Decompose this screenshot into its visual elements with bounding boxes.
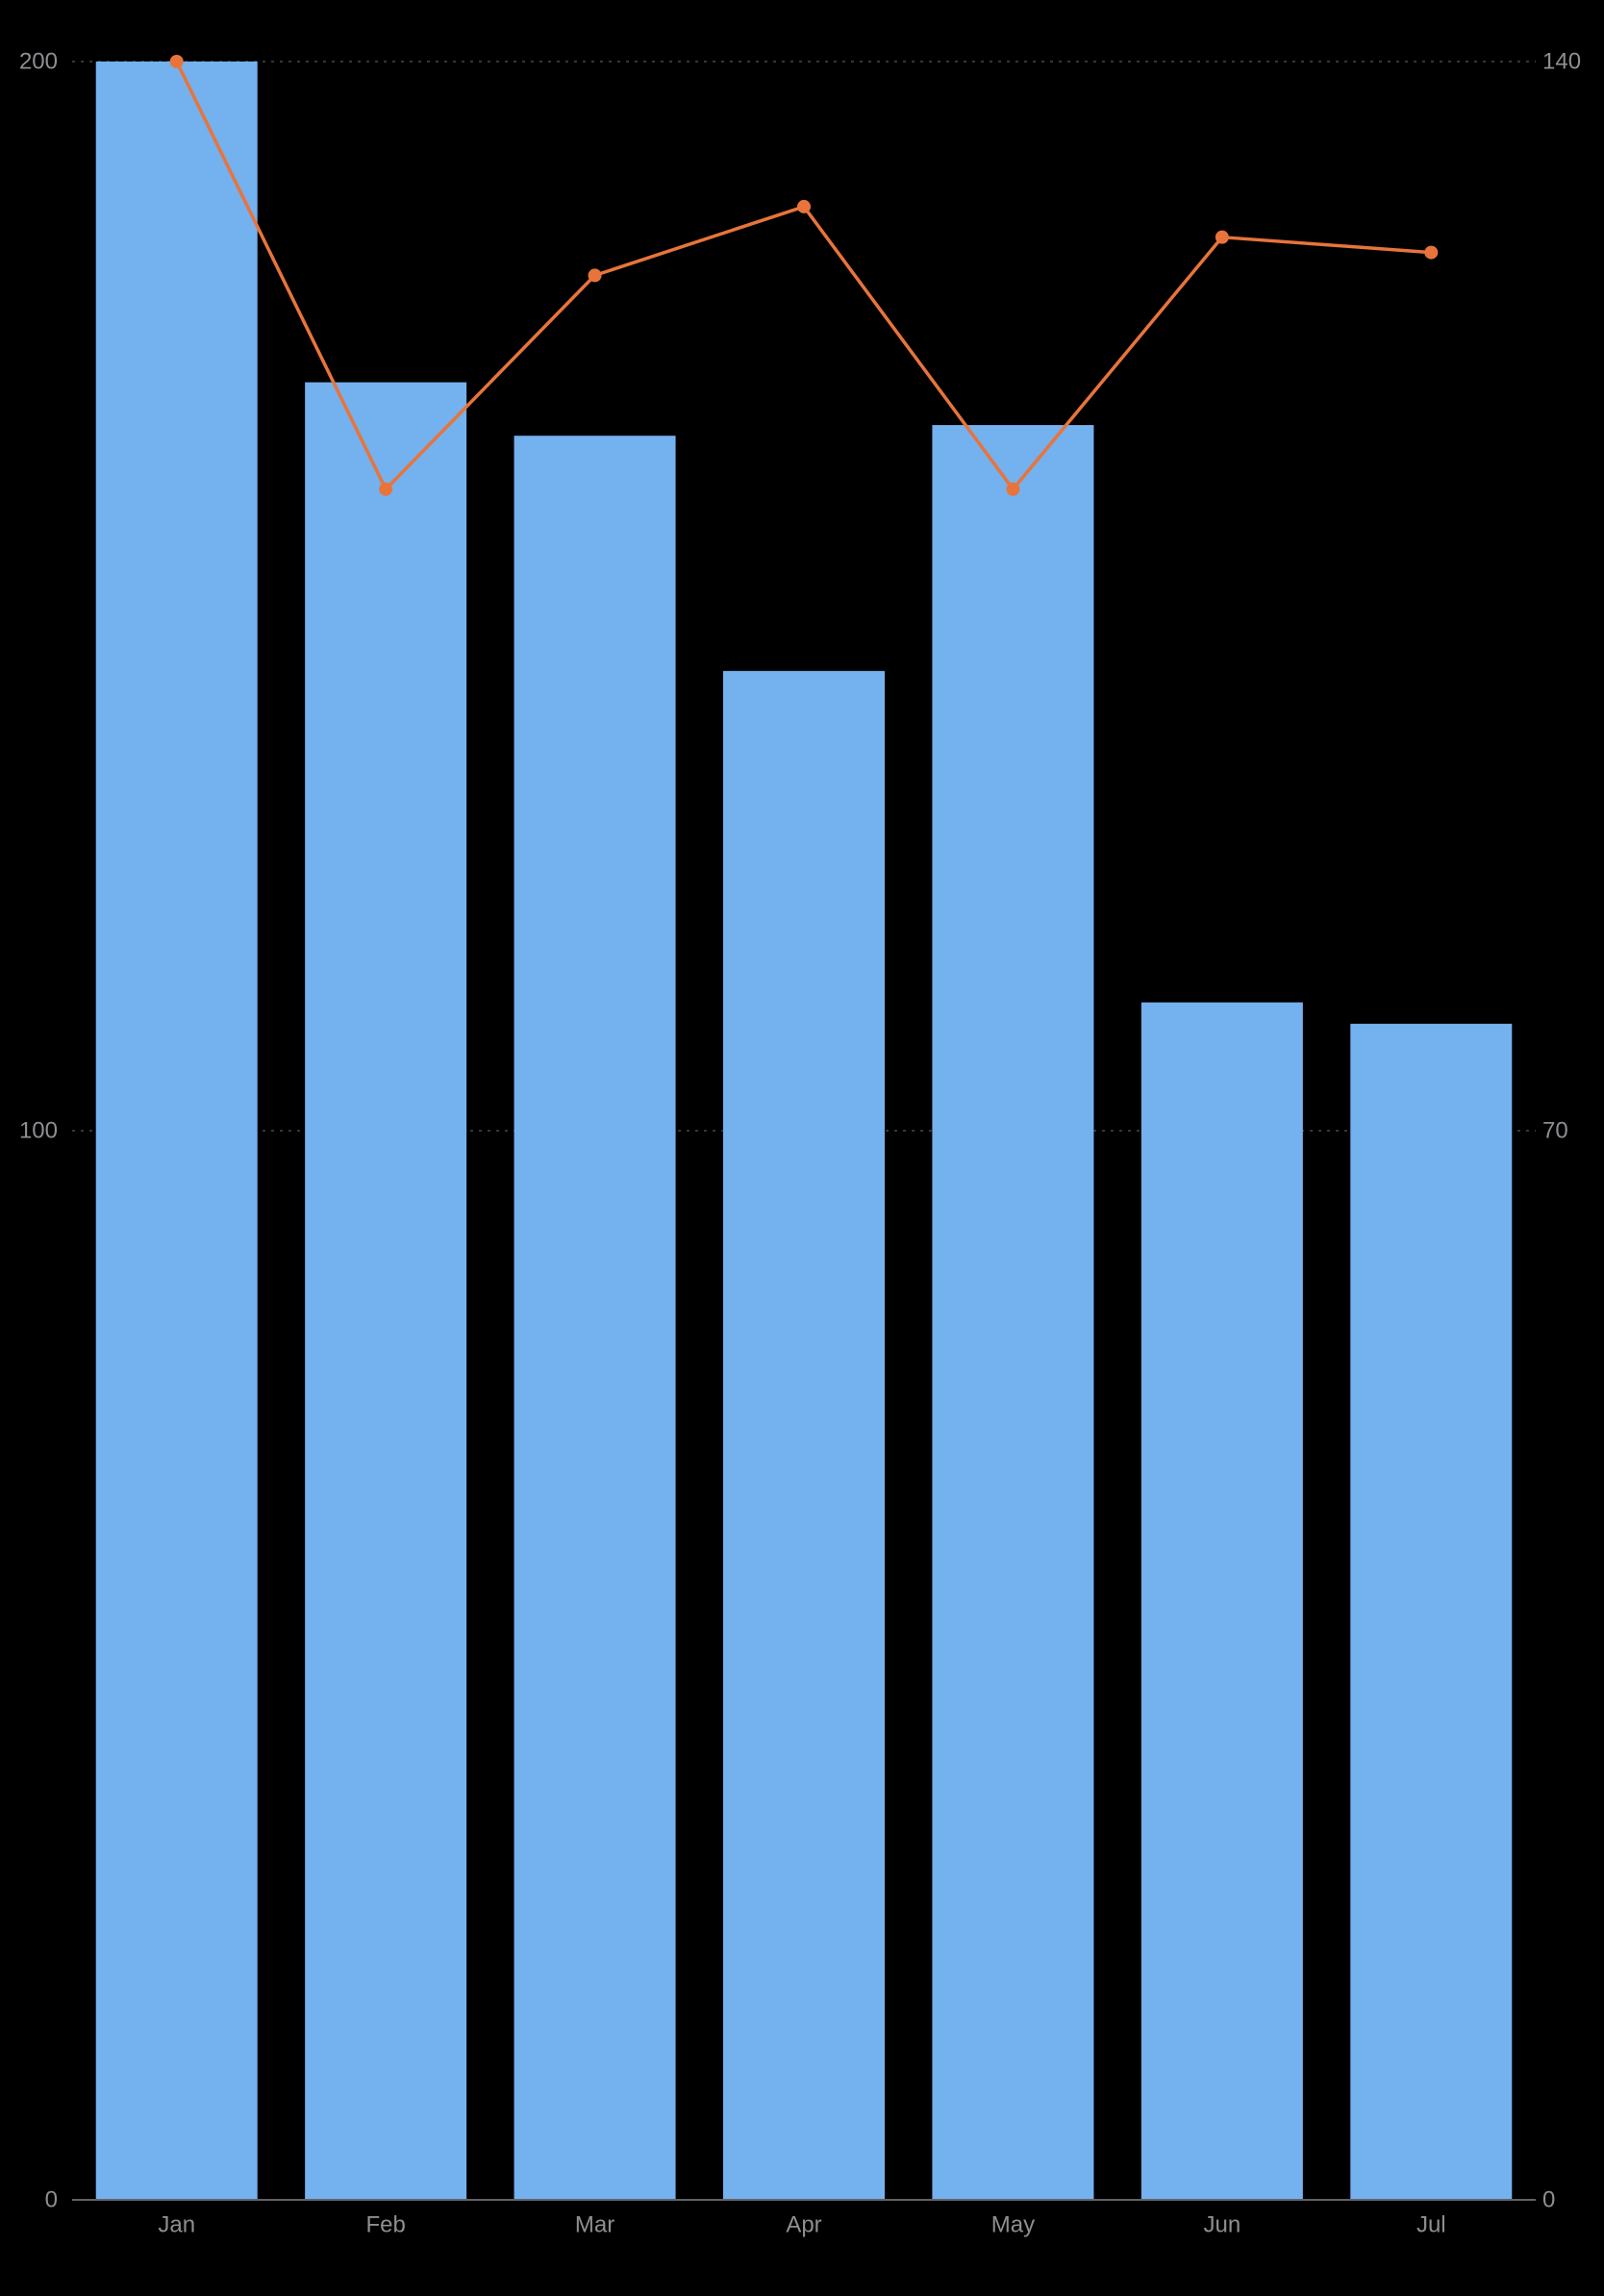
line-point [797,199,811,213]
line-point [1006,482,1020,496]
bar [932,425,1094,2201]
bar [95,62,258,2200]
category-label: May [991,2212,1035,2238]
category-label: Jul [1416,2212,1446,2238]
bar [1350,1023,1513,2200]
category-label: Jan [158,2212,195,2238]
bar [305,382,467,2201]
left-tick-label: 200 [19,49,58,75]
category-label: Apr [786,2212,821,2238]
line-point [1215,230,1229,244]
right-y-axis: 0 70 140 [1542,49,1581,2213]
bar [514,436,676,2201]
right-tick-label: 140 [1542,49,1581,75]
line-point [588,268,602,283]
bar [1140,1002,1303,2200]
right-tick-label: 70 [1542,1118,1568,1144]
line-point [169,55,184,68]
line-series [169,55,1439,496]
line-point [379,482,393,496]
left-y-axis: 0 100 200 [19,49,58,2213]
x-axis: Jan Feb Mar Apr May Jun Jul [158,2212,1445,2238]
bar [723,670,885,2200]
bar-series [95,62,1513,2201]
category-label: Feb [365,2212,405,2238]
left-tick-label: 0 [45,2187,58,2213]
category-label: Jun [1204,2212,1241,2238]
line-point [1424,245,1439,260]
category-label: Mar [575,2212,614,2238]
right-tick-label: 0 [1542,2187,1555,2213]
left-tick-label: 100 [19,1118,58,1144]
